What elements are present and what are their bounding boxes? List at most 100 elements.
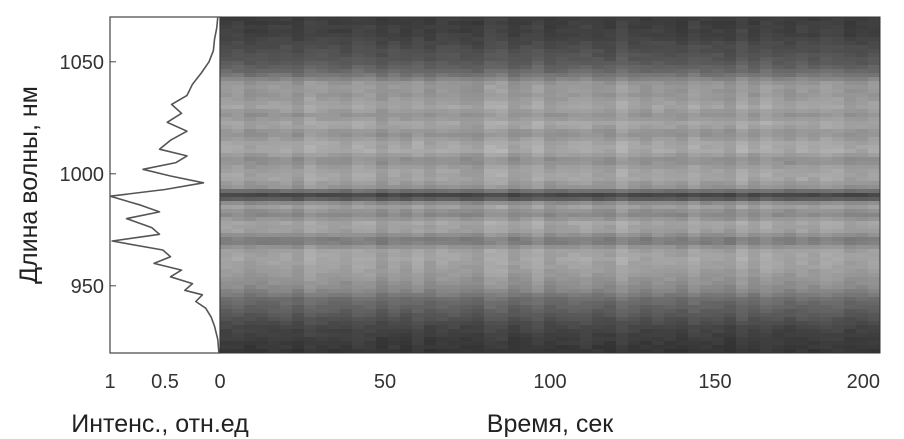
heatmap-cell: [328, 201, 341, 206]
heatmap-cell: [856, 109, 869, 114]
heatmap-cell: [748, 37, 761, 42]
heatmap-cell: [652, 209, 665, 214]
heatmap-cell: [700, 221, 713, 226]
heatmap-cell: [508, 345, 521, 350]
heatmap-cell: [760, 17, 773, 22]
heatmap-cell: [772, 205, 785, 210]
heatmap-cell: [544, 269, 557, 274]
heatmap-cell: [868, 85, 881, 90]
heatmap-cell: [544, 337, 557, 342]
heatmap-cell: [688, 325, 701, 330]
heatmap-cell: [868, 157, 881, 162]
heatmap-cell: [844, 217, 857, 222]
heatmap-cell: [604, 281, 617, 286]
heatmap-cell: [388, 69, 401, 74]
heatmap-cell: [856, 145, 869, 150]
heatmap-cell: [328, 257, 341, 262]
heatmap-cell: [736, 289, 749, 294]
heatmap-cell: [808, 49, 821, 54]
heatmap-cell: [472, 33, 485, 38]
heatmap-cell: [328, 81, 341, 86]
heatmap-cell: [580, 313, 593, 318]
heatmap-cell: [844, 17, 857, 22]
heatmap-cell: [652, 157, 665, 162]
heatmap-cell: [640, 241, 653, 246]
heatmap-cell: [508, 157, 521, 162]
heatmap-cell: [508, 137, 521, 142]
heatmap-cell: [832, 285, 845, 290]
heatmap-cell: [436, 97, 449, 102]
heatmap-cell: [496, 189, 509, 194]
heatmap-cell: [496, 101, 509, 106]
heatmap-cell: [496, 197, 509, 202]
heatmap-cell: [676, 245, 689, 250]
heatmap-cell: [856, 281, 869, 286]
heatmap-cell: [556, 153, 569, 158]
heatmap-cell: [256, 317, 269, 322]
heatmap-cell: [772, 245, 785, 250]
heatmap-cell: [364, 289, 377, 294]
heatmap-cell: [280, 117, 293, 122]
heatmap-cell: [244, 209, 257, 214]
heatmap-cell: [484, 329, 497, 334]
heatmap-cell: [520, 165, 533, 170]
heatmap-cell: [748, 221, 761, 226]
heatmap-cell: [844, 105, 857, 110]
heatmap-cell: [772, 305, 785, 310]
heatmap-cell: [532, 89, 545, 94]
heatmap-cell: [748, 41, 761, 46]
heatmap-cell: [652, 345, 665, 350]
heatmap-cell: [352, 253, 365, 258]
heatmap-cell: [580, 201, 593, 206]
heatmap-cell: [652, 325, 665, 330]
heatmap-cell: [712, 161, 725, 166]
heatmap-cell: [688, 141, 701, 146]
heatmap-cell: [652, 321, 665, 326]
heatmap-cell: [448, 21, 461, 26]
heatmap-cell: [328, 205, 341, 210]
heatmap-cell: [544, 193, 557, 198]
heatmap-cell: [676, 93, 689, 98]
heatmap-cell: [280, 61, 293, 66]
heatmap-cell: [748, 17, 761, 22]
heatmap-cell: [784, 297, 797, 302]
heatmap-cell: [724, 101, 737, 106]
heatmap-cell: [436, 53, 449, 58]
heatmap-cell: [592, 189, 605, 194]
heatmap-cell: [400, 345, 413, 350]
heatmap-cell: [580, 153, 593, 158]
heatmap-cell: [412, 101, 425, 106]
heatmap-cell: [784, 325, 797, 330]
heatmap-cell: [760, 257, 773, 262]
heatmap-cell: [844, 101, 857, 106]
heatmap-cell: [280, 201, 293, 206]
heatmap-cell: [784, 41, 797, 46]
heatmap-cell: [532, 169, 545, 174]
heatmap-cell: [388, 177, 401, 182]
heatmap-cell: [472, 333, 485, 338]
heatmap-cell: [736, 37, 749, 42]
heatmap-cell: [712, 97, 725, 102]
heatmap-cell: [232, 225, 245, 230]
heatmap-cell: [316, 185, 329, 190]
heatmap-cell: [484, 317, 497, 322]
heatmap-cell: [712, 153, 725, 158]
heatmap-cell: [784, 65, 797, 70]
heatmap-cell: [796, 17, 809, 22]
heatmap-cell: [856, 285, 869, 290]
heatmap-cell: [604, 201, 617, 206]
heatmap-cell: [304, 17, 317, 22]
heatmap-cell: [352, 121, 365, 126]
heatmap-cell: [832, 137, 845, 142]
heatmap-cell: [796, 81, 809, 86]
heatmap-cell: [712, 317, 725, 322]
heatmap-cell: [628, 309, 641, 314]
heatmap-cell: [424, 249, 437, 254]
heatmap-cell: [472, 29, 485, 34]
heatmap-cell: [532, 277, 545, 282]
heatmap-cell: [760, 209, 773, 214]
heatmap-cell: [412, 213, 425, 218]
heatmap-cell: [388, 257, 401, 262]
heatmap-cell: [460, 273, 473, 278]
heatmap-cell: [556, 289, 569, 294]
